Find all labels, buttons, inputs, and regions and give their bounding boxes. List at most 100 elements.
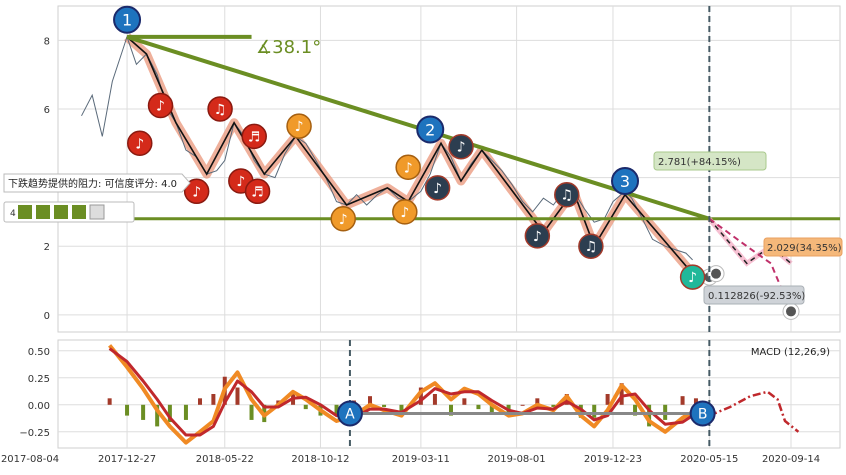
macd-histogram-bar <box>633 404 638 416</box>
note-marker-circle <box>207 96 233 122</box>
rating-star-empty-icon <box>89 204 105 220</box>
target-up-callout: 2.781(+84.15%) <box>653 151 767 171</box>
note-icon: ♪ <box>192 184 201 200</box>
macd-histogram-bar <box>578 404 583 418</box>
macd-marker: A <box>336 400 363 427</box>
macd-histogram-bar <box>448 404 453 416</box>
macd-marker: B <box>689 400 716 427</box>
note-marker: ♫ <box>207 96 233 122</box>
note-marker: ♪ <box>127 130 153 157</box>
note-marker-circle <box>392 199 418 225</box>
note-marker: ♫ <box>578 233 604 259</box>
price-y-tick-label: 8 <box>44 36 50 47</box>
note-icon: ♪ <box>400 205 409 221</box>
rating-star-icon <box>18 205 32 219</box>
macd-marker-circle <box>689 400 716 427</box>
x-tick-label: 2018-05-22 <box>196 454 254 465</box>
macd-marker-circle <box>336 400 363 427</box>
macd-histogram-bar <box>107 398 112 405</box>
note-marker-circle <box>448 133 474 160</box>
wave-badge: 2 <box>416 115 445 144</box>
note-icon: ♪ <box>295 119 304 135</box>
wave-badge: 3 <box>611 167 640 196</box>
macd-histogram-bar <box>141 404 146 420</box>
note-marker: ♪ <box>395 154 421 181</box>
x-tick-label: 2020-05-15 <box>680 454 738 465</box>
macd-marker-label: A <box>345 406 355 422</box>
angle-label: ∡38.1° <box>256 37 321 58</box>
macd-histogram-bar <box>211 394 216 405</box>
macd-line <box>108 344 697 445</box>
note-icon: ♪ <box>457 140 466 156</box>
target-down-label: 0.112826(-92.53%) <box>708 291 805 302</box>
macd-histogram-bar <box>647 404 652 427</box>
note-marker: ♪ <box>286 113 312 139</box>
resistance-tooltip-text: 下跌趋势提供的阻力: 可信度评分: 4.0 <box>8 177 177 190</box>
note-marker-circle <box>183 178 210 205</box>
macd-histogram-bar <box>592 404 597 418</box>
note-marker: ♪ <box>679 264 706 290</box>
note-icon: ♪ <box>339 212 348 228</box>
macd-histogram-bar <box>693 398 698 405</box>
macd-histogram-bar <box>680 396 685 405</box>
target-down-callout: 0.112826(-92.53%) <box>703 285 805 305</box>
note-marker-circle <box>424 175 451 201</box>
macd-histogram-bar <box>334 404 339 416</box>
note-marker-circle <box>330 206 356 232</box>
macd-histogram-bar <box>155 404 160 427</box>
wave-badge: 1 <box>113 5 142 34</box>
target-mid-callout: 2.029(34.35%) <box>763 237 843 257</box>
note-icon: ♬ <box>248 129 261 145</box>
price-layer: ♪ ♪ ♪ ♫ ♪ ♬ ♬ ♪ ♪ ♪ ♪ ♪ ♪ ♪ ♫ ♫ ♪ 1 2 3 <box>58 5 840 332</box>
price-y-tick-label: 6 <box>44 105 50 116</box>
price-y-tick-label: 0 <box>44 311 50 322</box>
wave-badge-circle <box>113 5 142 34</box>
note-marker-circle <box>578 233 604 259</box>
macd-histogram-bar <box>605 394 610 405</box>
macd-histogram-bar <box>551 404 556 407</box>
target-up-label: 2.781(+84.15%) <box>658 157 741 168</box>
macd-y-tick-label: 0.50 <box>28 347 50 358</box>
note-marker: ♪ <box>330 206 356 232</box>
note-marker: ♪ <box>448 133 474 160</box>
note-marker: ♪ <box>392 199 418 225</box>
macd-title: MACD (12,26,9) <box>751 347 830 358</box>
macd-histogram-bar <box>619 383 624 405</box>
resistance-tooltip: 下跌趋势提供的阻力: 可信度评分: 4.0 <box>3 173 191 193</box>
wave-badge-label: 2 <box>425 121 435 140</box>
note-marker-circle <box>147 92 174 119</box>
macd-histogram-bar <box>382 404 387 407</box>
note-icon: ♪ <box>433 181 442 197</box>
forecast-marker-dot <box>786 306 796 317</box>
note-marker: ♬ <box>241 123 267 150</box>
macd-histogram-bar <box>125 404 130 416</box>
macd-histogram-bar <box>368 396 373 405</box>
note-marker-circle <box>244 178 271 205</box>
price-y-tick-label: 2 <box>44 242 50 253</box>
note-marker: ♪ <box>524 223 551 249</box>
rating-badge: 4 <box>3 201 135 223</box>
macd-forecast-line <box>708 390 800 433</box>
macd-histogram-bar <box>520 404 525 406</box>
x-tick-label: 2017-12-27 <box>98 454 156 465</box>
axis-layer: 2017-08-04 2017-12-27 2018-05-22 2018-10-12… <box>1 36 820 465</box>
x-tick-label: 2018-10-12 <box>291 454 349 465</box>
rating-star-icon <box>36 205 50 219</box>
note-icon: ♪ <box>404 160 413 176</box>
note-marker: ♫ <box>554 181 580 208</box>
macd-y-tick-label: 0.00 <box>28 401 50 412</box>
macd-marker-label: B <box>698 406 708 422</box>
macd-histogram-bar <box>235 387 240 405</box>
x-tick-label: 2020-09-14 <box>762 454 820 465</box>
note-marker-circle <box>679 264 706 290</box>
note-icon: ♬ <box>251 184 264 200</box>
note-icon: ♪ <box>156 99 165 115</box>
wave-badge-circle <box>611 167 640 196</box>
note-icon: ♫ <box>214 102 227 118</box>
note-marker: ♪ <box>424 175 451 201</box>
macd-histogram-bar <box>167 404 172 423</box>
note-marker-circle <box>524 223 551 249</box>
note-marker: ♪ <box>183 178 210 205</box>
